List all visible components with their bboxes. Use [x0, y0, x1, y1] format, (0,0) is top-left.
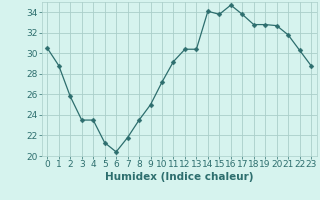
X-axis label: Humidex (Indice chaleur): Humidex (Indice chaleur): [105, 172, 253, 182]
